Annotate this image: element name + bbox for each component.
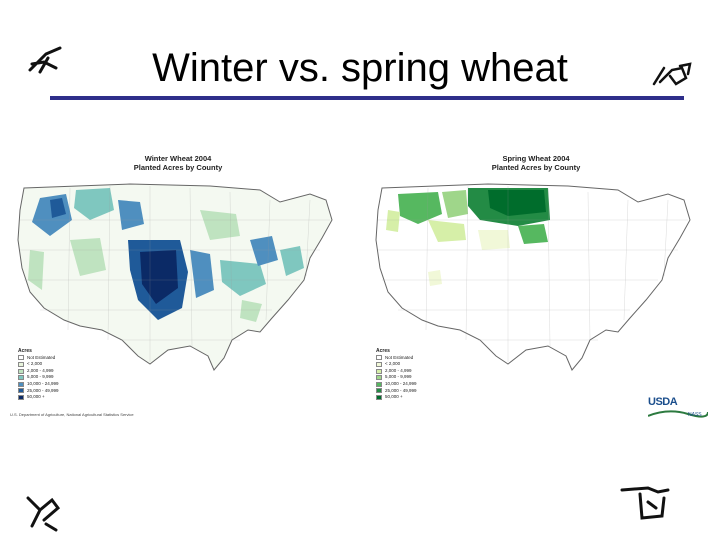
legend-row: Not Estimated (18, 355, 59, 362)
spring-wheat-map-title: Spring Wheat 2004 Planted Acres by Count… (368, 154, 704, 172)
legend-label: Not Estimated (385, 354, 414, 360)
legend-label: < 2,000 (27, 361, 43, 367)
legend-row: Not Estimated (376, 355, 417, 362)
legend-title: Acres (18, 348, 32, 354)
legend-swatch (376, 368, 382, 374)
legend-title: Acres (376, 348, 390, 354)
legend-row: 2,000 - 4,999 (18, 368, 59, 375)
spring-wheat-us-map (375, 183, 691, 371)
winter-wheat-us-map (17, 183, 333, 371)
winter-wheat-legend: Acres Not Estimated < 2,000 2,000 - 4,99… (18, 348, 59, 401)
title-underline (50, 96, 684, 100)
slide-title: Winter vs. spring wheat (152, 46, 568, 90)
legend-row: 25,000 - 49,999 (18, 388, 59, 395)
legend-row: 10,000 - 24,999 (18, 381, 59, 388)
legend-swatch (18, 368, 24, 374)
spring-wheat-legend: Acres Not Estimated < 2,000 2,000 - 4,99… (376, 348, 417, 401)
ink-scribble-icon-top-right (652, 62, 692, 86)
usda-logo-text: USDA (648, 396, 678, 408)
legend-swatch (376, 355, 382, 361)
legend-label: 25,000 - 49,999 (27, 387, 59, 393)
legend-swatch (376, 381, 382, 387)
winter-wheat-title-line1: Winter Wheat 2004 (144, 154, 212, 163)
legend-row: 5,000 - 9,999 (18, 374, 59, 381)
ink-scribble-icon-bottom-right (620, 486, 670, 520)
ink-scribble-icon-bottom-left (26, 496, 61, 532)
legend-swatch (18, 388, 24, 394)
legend-swatch (376, 361, 382, 367)
legend-label: 2,000 - 4,999 (385, 367, 412, 373)
legend-swatch (18, 375, 24, 381)
legend-swatch (18, 361, 24, 367)
legend-label: 25,000 - 49,999 (385, 387, 417, 393)
legend-label: 5,000 - 9,999 (27, 374, 54, 380)
usda-nass-logo: USDA NASS (648, 392, 708, 422)
legend-label: 10,000 - 24,999 (385, 380, 417, 386)
legend-label: Not Estimated (27, 354, 56, 360)
legend-swatch (18, 355, 24, 361)
legend-label: 50,000 + (385, 394, 403, 400)
legend-row: 25,000 - 49,999 (376, 388, 417, 395)
spring-wheat-title-line1: Spring Wheat 2004 (502, 154, 570, 163)
legend-swatch (18, 394, 24, 400)
legend-row: 5,000 - 9,999 (376, 374, 417, 381)
nass-logo-text: NASS (688, 412, 702, 418)
winter-wheat-map-panel: Winter Wheat 2004 Planted Acres by Count… (10, 152, 346, 418)
winter-wheat-map-title: Winter Wheat 2004 Planted Acres by Count… (10, 154, 346, 172)
legend-label: 10,000 - 24,999 (27, 380, 59, 386)
winter-wheat-title-line2: Planted Acres by County (133, 163, 223, 172)
ink-scribble-icon-top-left (28, 46, 62, 74)
legend-label: 2,000 - 4,999 (27, 367, 54, 373)
legend-row: 10,000 - 24,999 (376, 381, 417, 388)
legend-label: 50,000 + (27, 394, 45, 400)
usda-swoosh-icon (648, 410, 708, 418)
legend-row: < 2,000 (18, 361, 59, 368)
legend-row: 2,000 - 4,999 (376, 368, 417, 375)
spring-wheat-map-panel: Spring Wheat 2004 Planted Acres by Count… (368, 152, 704, 418)
legend-swatch (376, 375, 382, 381)
legend-label: 5,000 - 9,999 (385, 374, 412, 380)
legend-row: < 2,000 (376, 361, 417, 368)
source-note: U.S. Department of Agriculture, National… (10, 412, 134, 417)
legend-swatch (376, 388, 382, 394)
legend-row: 50,000 + (18, 394, 59, 401)
legend-row: 50,000 + (376, 394, 417, 401)
legend-swatch (376, 394, 382, 400)
legend-swatch (18, 381, 24, 387)
spring-wheat-title-line2: Planted Acres by County (491, 163, 581, 172)
legend-label: < 2,000 (385, 361, 401, 367)
